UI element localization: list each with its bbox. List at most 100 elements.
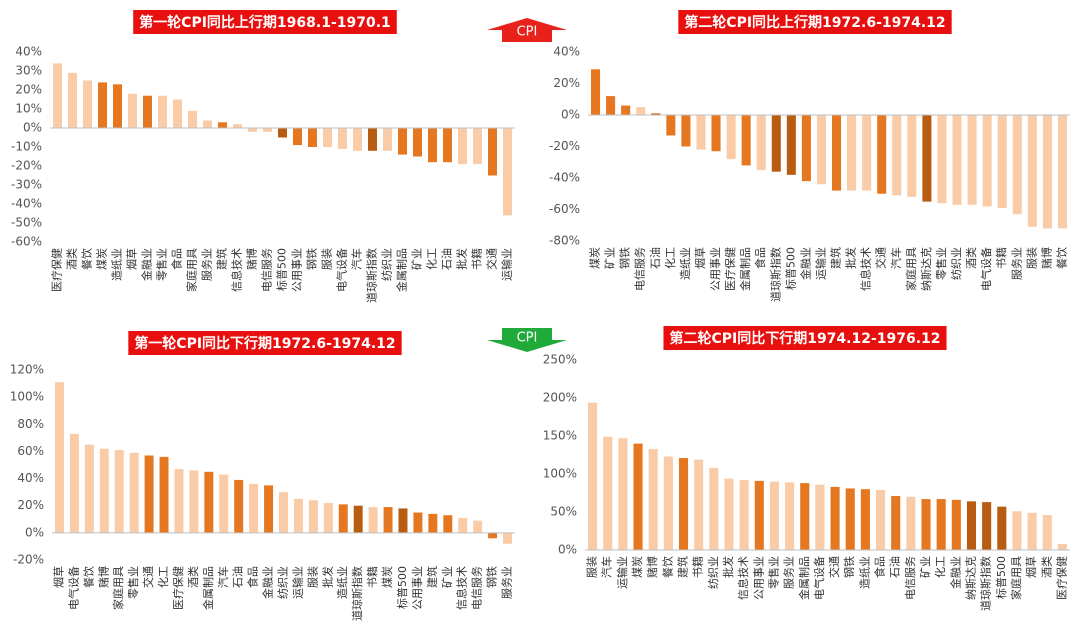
x-tick-label: 医疗保健 — [1054, 556, 1068, 600]
x-tick-label: 电信服务 — [634, 247, 647, 291]
y-tick-label: 30% — [15, 64, 42, 78]
x-tick-label: 电气设备 — [335, 248, 349, 292]
y-tick-label: 20% — [15, 83, 42, 97]
bar — [588, 402, 598, 550]
y-tick-label: -40% — [11, 197, 42, 211]
bar — [982, 502, 992, 550]
x-tick-label: 家庭用具 — [1009, 556, 1023, 600]
bar — [860, 489, 870, 550]
bar — [188, 110, 197, 128]
bar — [99, 448, 109, 533]
y-tick-label: 0% — [561, 108, 580, 122]
bar — [754, 480, 764, 550]
x-tick-label: 矿业 — [604, 247, 617, 269]
x-tick-label: 餐饮 — [660, 556, 674, 578]
bar — [606, 96, 616, 115]
x-tick-label: 金属制品 — [395, 248, 409, 292]
y-tick-label: -50% — [11, 216, 42, 230]
x-tick-label: 矿业 — [411, 248, 424, 270]
x-tick-label: 标普500 — [783, 247, 797, 290]
bar — [488, 128, 497, 176]
bar — [1012, 511, 1022, 550]
x-tick-label: 煤炭 — [381, 566, 394, 588]
y-tick-label: 100% — [543, 467, 577, 481]
y-tick-label: 120% — [10, 363, 44, 377]
bar — [323, 128, 332, 147]
x-tick-label: 服装 — [586, 556, 599, 578]
bar — [832, 115, 842, 191]
y-tick-label: 100% — [10, 390, 44, 404]
bar — [936, 499, 946, 550]
x-tick-label: 烟草 — [125, 248, 139, 270]
x-tick-label: 化工 — [425, 248, 439, 270]
bar — [801, 115, 811, 182]
bar — [845, 488, 855, 550]
x-tick-label: 建筑 — [425, 566, 439, 588]
x-tick-label: 烟草 — [1024, 556, 1038, 578]
x-tick-label: 电气设备 — [66, 566, 80, 610]
x-tick-label: 金融业 — [798, 247, 812, 280]
x-tick-label: 建筑 — [215, 248, 229, 270]
x-tick-label: 电信服务 — [261, 248, 274, 292]
y-tick-label: 0% — [25, 525, 44, 539]
x-tick-label: 交通 — [141, 566, 155, 588]
x-tick-label: 纺织业 — [276, 566, 290, 599]
x-tick-label: 钢铁 — [843, 556, 856, 578]
bar — [338, 128, 347, 149]
bar — [1012, 115, 1022, 215]
bar — [383, 128, 392, 151]
bar — [786, 115, 796, 175]
bar — [603, 436, 613, 550]
bar — [53, 63, 62, 128]
bar — [756, 115, 766, 171]
x-tick-label: 公用事业 — [291, 248, 304, 292]
x-tick-label: 运输业 — [615, 556, 629, 589]
bar — [951, 499, 961, 550]
bar — [248, 128, 257, 132]
y-tick-label: 0% — [23, 121, 42, 135]
x-tick-label: 公用事业 — [709, 247, 722, 291]
bar — [1042, 115, 1052, 229]
x-tick-label: 交通 — [827, 556, 841, 578]
bar — [174, 469, 184, 533]
y-tick-label: -20% — [13, 553, 44, 567]
bar — [458, 517, 468, 533]
bar — [830, 486, 840, 550]
x-tick-label: 金融业 — [948, 556, 962, 589]
bar — [54, 382, 64, 533]
bar — [129, 452, 139, 533]
y-tick-label: 0% — [558, 543, 577, 557]
chart-title: 第二轮CPI同比上行期1972.6-1974.12 — [684, 14, 945, 31]
bar — [694, 459, 704, 550]
chart-title: 第一轮CPI同比上行期1968.1-1970.1 — [139, 14, 391, 31]
bar — [724, 478, 734, 550]
bar — [711, 115, 721, 152]
x-tick-label: 服务业 — [201, 248, 214, 281]
x-tick-label: 赌博 — [1039, 247, 1053, 269]
bar — [891, 496, 901, 550]
chart-title: 第二轮CPI同比下行期1974.12-1976.12 — [669, 330, 940, 347]
y-tick-label: 20% — [17, 498, 44, 512]
x-tick-label: 石油 — [231, 566, 245, 588]
bar — [1057, 115, 1067, 229]
x-tick-label: 煤炭 — [631, 556, 644, 578]
x-tick-label: 信息技术 — [455, 566, 469, 610]
x-tick-label: 标普500 — [395, 566, 409, 609]
x-tick-label: 酒类 — [1039, 556, 1053, 578]
bar — [1027, 512, 1037, 550]
x-tick-label: 医疗保健 — [723, 247, 737, 291]
bar — [203, 120, 212, 128]
x-tick-label: 石油 — [648, 247, 662, 269]
y-tick-label: 40% — [17, 471, 44, 485]
bar — [1027, 115, 1037, 227]
x-tick-label: 书籍 — [365, 566, 379, 588]
bar — [906, 496, 916, 550]
x-tick-label: 纺织业 — [380, 248, 394, 281]
y-tick-label: -20% — [11, 159, 42, 173]
x-tick-label: 批发 — [721, 556, 735, 578]
x-tick-label: 纳斯达克 — [964, 556, 977, 600]
x-tick-label: 家庭用具 — [904, 247, 918, 291]
x-tick-label: 信息技术 — [230, 248, 244, 292]
x-tick-label: 道琼斯指数 — [350, 566, 364, 621]
x-tick-label: 食品 — [753, 247, 767, 269]
